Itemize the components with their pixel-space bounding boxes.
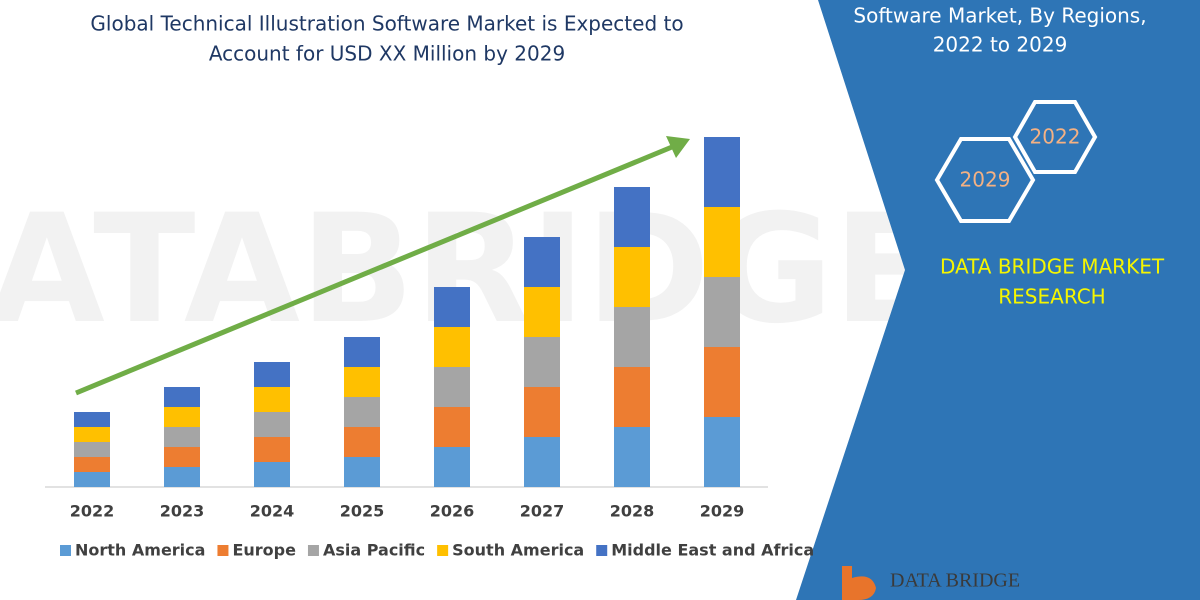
bar-segment [74, 457, 110, 472]
logo-icon [842, 566, 876, 600]
bar-segment [344, 367, 380, 397]
legend-swatch [437, 545, 449, 556]
panel-heading: 2022 to 2029 [933, 33, 1068, 57]
chart-title: Global Technical Illustration Software M… [90, 12, 683, 36]
bar-segment [74, 427, 110, 442]
bar-segment [704, 277, 740, 347]
bar-segment [74, 472, 110, 487]
logo-text: DATA BRIDGE [890, 570, 1020, 592]
bar-segment [254, 412, 290, 437]
bar-segment [434, 327, 470, 367]
bar-segment [704, 347, 740, 417]
bar-segment [74, 412, 110, 427]
bar-segment [704, 137, 740, 207]
bar-segment [254, 437, 290, 462]
arrow-head [666, 136, 690, 158]
bar-segment [164, 427, 200, 447]
bar-segment [614, 307, 650, 367]
bar-segment [614, 247, 650, 307]
bar-segment [74, 442, 110, 457]
legend-swatch [60, 545, 71, 556]
side-panel [796, 0, 1200, 600]
bar-segment [704, 207, 740, 277]
bar-segment [434, 287, 470, 327]
bar-segment [524, 387, 560, 437]
x-tick-label: 2026 [430, 502, 475, 521]
chart-title: Account for USD XX Million by 2029 [209, 42, 565, 66]
bar-segment [524, 337, 560, 387]
x-tick-label: 2023 [160, 502, 205, 521]
bar-segment [434, 447, 470, 487]
bar-segment [164, 467, 200, 487]
bar-segment [344, 337, 380, 367]
x-tick-label: 2029 [700, 502, 745, 521]
legend-label: Europe [232, 541, 296, 560]
legend-label: South America [452, 541, 584, 560]
hexagon [1012, 100, 1098, 174]
bar-segment [614, 427, 650, 487]
legend-label: Asia Pacific [323, 541, 425, 560]
bar-segment [164, 447, 200, 467]
bar-segment [434, 407, 470, 447]
bar-segment [704, 417, 740, 487]
x-tick-label: 2028 [610, 502, 655, 521]
trend-arrow [75, 144, 673, 396]
panel-heading: Software Market, By Regions, [853, 4, 1146, 28]
bar-segment [524, 437, 560, 487]
bar-segment [524, 237, 560, 287]
legend-swatch [596, 545, 608, 556]
legend-swatch [217, 545, 229, 556]
badge-year: 2029 [960, 168, 1011, 192]
hexagon [934, 137, 1036, 223]
bar-segment [614, 367, 650, 427]
x-tick-label: 2025 [340, 502, 385, 521]
x-tick-label: 2027 [520, 502, 565, 521]
bar-segment [434, 367, 470, 407]
brand-text: DATA BRIDGE MARKET [940, 255, 1165, 279]
legend-label: North America [75, 541, 205, 560]
bar-segment [524, 287, 560, 337]
bar-segment [344, 457, 380, 487]
x-tick-label: 2022 [70, 502, 115, 521]
bar-segment [164, 407, 200, 427]
bar-segment [254, 462, 290, 487]
legend-label: Middle East and Africa [611, 541, 814, 560]
badge-year: 2022 [1030, 125, 1081, 149]
legend-swatch [307, 545, 319, 556]
bar-segment [614, 187, 650, 247]
bar-segment [164, 387, 200, 407]
brand-text: RESEARCH [998, 285, 1105, 309]
bar-segment [344, 427, 380, 457]
x-tick-label: 2024 [250, 502, 295, 521]
bar-segment [344, 397, 380, 427]
bar-segment [254, 362, 290, 387]
bar-segment [254, 387, 290, 412]
